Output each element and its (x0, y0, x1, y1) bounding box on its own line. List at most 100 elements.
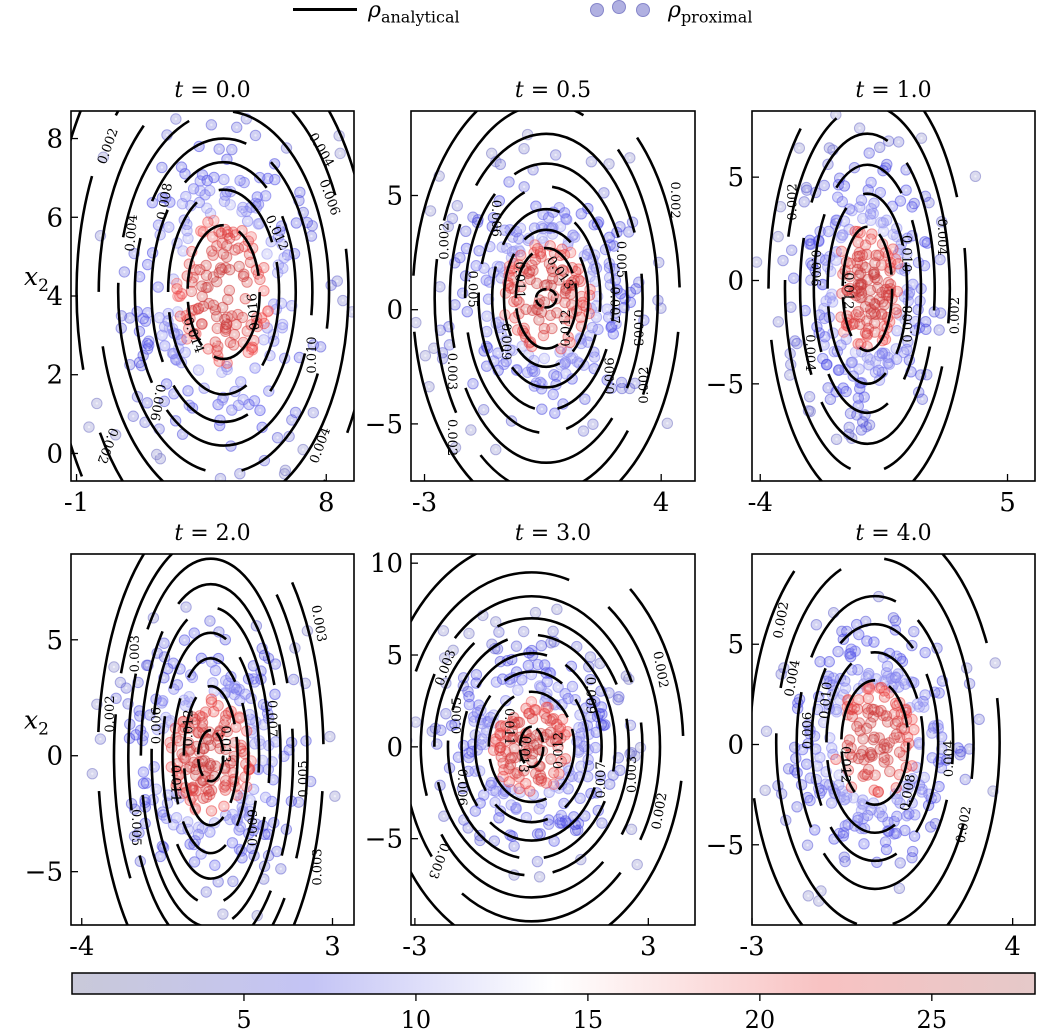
contour-label: 0.003 (444, 353, 459, 390)
contour-lines (96, 554, 325, 925)
contour-label: 0.009 (498, 323, 513, 360)
y-tick-label: 10 (370, 549, 403, 579)
contour-0.003 (411, 571, 662, 923)
axes-frame (751, 110, 1036, 482)
contour-label: 0.002 (103, 695, 118, 732)
x-tick-label: 3 (640, 932, 657, 962)
contour-label: 0.005 (464, 271, 479, 308)
contour-label: 0.003 (308, 604, 329, 643)
plot-area: 0.0020.0040.0080.0040.0060.0120.0160.014… (71, 111, 354, 481)
y-tick-label: 5 (727, 163, 744, 193)
contour-label: 0.009 (582, 677, 597, 714)
contour-label: 0.005 (613, 241, 628, 278)
scatter-points (759, 590, 1001, 907)
contour-label: 0.003 (128, 635, 143, 672)
contour-label: 0.012 (838, 746, 853, 783)
legend-line-analytical (293, 8, 357, 11)
subplot-0: 0.0020.0040.0080.0040.0060.0120.0160.014… (24, 78, 355, 518)
x-tick-label: 5 (999, 488, 1016, 518)
scatter-points (752, 111, 982, 446)
contour-label: 0.002 (94, 426, 121, 466)
axis-ticks: -4 3 −5 0 5 (25, 626, 341, 962)
contour-label: 0.012 (182, 709, 197, 746)
subplot-5: 0.0020.0040.0060.0100.0120.0080.0040.002… (706, 521, 1036, 962)
figure-legend: ρanalytical ρproximal (290, 0, 810, 34)
contour-0.004 (783, 111, 952, 474)
contour-0.007 (150, 606, 272, 906)
subplot-3: 0.002 0.003 0.006 0.012 0.011 0.013 0.005 0.009… (24, 521, 355, 962)
contour-0.006 (97, 111, 350, 481)
contour-0.008 (116, 111, 331, 475)
colorbar-tick-label: 15 (573, 1006, 604, 1033)
contour-0.009 (490, 207, 602, 389)
contour-0.011 (502, 228, 590, 369)
contour-label: 0.010 (817, 681, 835, 719)
contour-0.011 (473, 670, 590, 824)
contour-0.01 (826, 192, 909, 386)
contour-label: 0.002 (948, 297, 963, 334)
contour-label: 0.002 (649, 791, 670, 830)
y-tick-label: 5 (386, 641, 403, 671)
contour-label: 0.011 (501, 708, 516, 745)
contour-lines (767, 111, 968, 481)
x-tick-label: -4 (69, 932, 94, 962)
plot-area: 0.002 0.003 0.006 0.012 0.011 0.013 0.005 0.009… (86, 554, 341, 925)
contour-label: 0.013 (515, 735, 533, 773)
subplot-title: t = 2.0 (174, 521, 250, 546)
contour-label: 0.012 (551, 732, 566, 769)
x-tick-label: 4 (1004, 932, 1021, 962)
contour-0.004 (774, 556, 975, 925)
colorbar-tick-label: 20 (745, 1006, 776, 1033)
contour-0.007 (477, 185, 616, 412)
subplot-title: t = 1.0 (855, 78, 931, 103)
x-tick-label: -3 (739, 932, 764, 962)
contour-label: 0.008 (155, 182, 176, 221)
contour-0.002 (767, 111, 968, 481)
contour-0.005 (419, 594, 644, 899)
y-tick-label: 0 (386, 296, 403, 326)
x-tick-label: 8 (318, 488, 335, 518)
contour-labels: 0.002 0.003 0.006 0.012 0.011 0.013 0.005 0.009… (103, 604, 329, 886)
contour-0.012 (514, 246, 578, 350)
subplot-title: t = 4.0 (855, 521, 931, 546)
contour-0.012 (150, 160, 298, 424)
contour-0.003 (433, 111, 660, 481)
contour-label: 0.003 (630, 309, 645, 346)
contour-label: 0.004 (942, 740, 957, 777)
legend-label-analytical: ρanalytical (368, 0, 460, 27)
contour-label: 0.003 (425, 841, 452, 881)
contour-label: 0.002 (444, 419, 459, 456)
contour-0.01 (133, 137, 314, 447)
contour-label: 0.012 (559, 309, 574, 346)
colorbar-tick-label: 5 (236, 1006, 251, 1033)
contour-label: 0.006 (146, 383, 167, 422)
subplot-title: t = 0.0 (174, 78, 250, 103)
contour-0.012 (182, 684, 239, 827)
y-tick-label: 5 (46, 626, 63, 656)
contour-0.012 (487, 690, 576, 804)
y-tick-label: 6 (46, 203, 63, 233)
contour-0.009 (460, 651, 603, 842)
contour-0.013 (534, 287, 558, 309)
subplot-title: t = 3.0 (515, 521, 591, 546)
axis-ticks: -3 4 −5 0 5 (706, 630, 1021, 962)
contour-label: 0.010 (305, 336, 320, 373)
subplot-2: 0.0020.0060.0040.0120.0100.0080.0040.002… (706, 78, 1036, 518)
contour-label: 0.007 (594, 761, 609, 798)
contour-0.009 (161, 631, 261, 880)
axes-frame (410, 110, 696, 482)
y-axis-label: x2 (24, 262, 49, 296)
contour-0.01 (825, 650, 925, 835)
y-tick-label: 0 (46, 742, 63, 772)
contour-label: 0.002 (437, 223, 452, 260)
contour-0.013 (518, 725, 545, 769)
contour-0.006 (795, 594, 955, 891)
contour-0.007 (446, 633, 617, 861)
colorbar-ticks: 5 10 15 20 25 (236, 994, 947, 1033)
contour-0.005 (127, 557, 295, 925)
